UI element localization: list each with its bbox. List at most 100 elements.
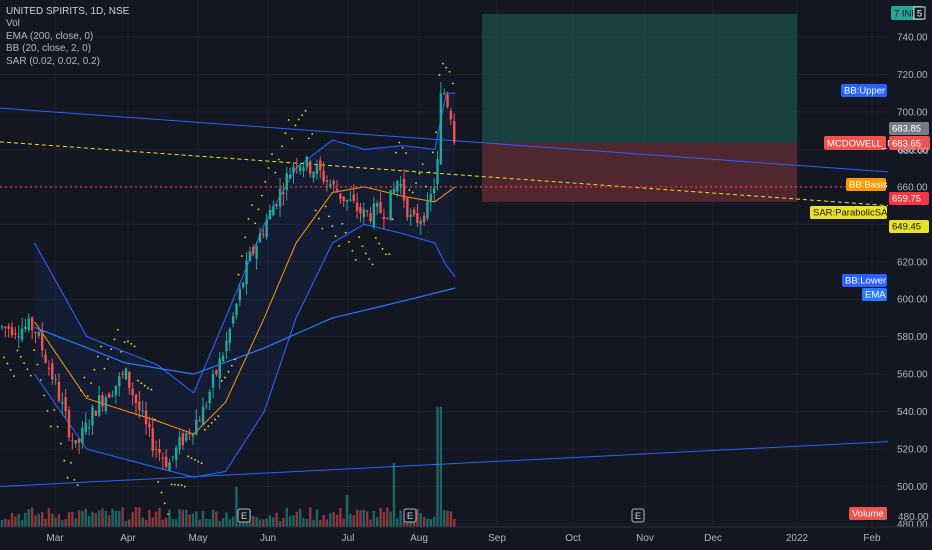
volume-bar — [231, 516, 235, 527]
legend-sar[interactable]: SAR (0.02, 0.02, 0.2) — [6, 55, 100, 67]
x-tick-label: Aug — [410, 533, 428, 544]
sar-dot — [274, 171, 277, 174]
candle — [436, 158, 439, 184]
sar-dot — [240, 255, 243, 257]
sar-dot — [76, 484, 79, 487]
volume-bar — [198, 519, 201, 527]
last-price-tag-box — [889, 122, 929, 135]
candle — [372, 203, 376, 227]
candle — [17, 335, 20, 338]
bb-upper-tag: BB:Upper — [844, 86, 885, 97]
volume-bar — [34, 515, 37, 527]
sar-dot — [425, 185, 427, 188]
sar-dot — [331, 225, 334, 228]
candle — [362, 208, 365, 218]
sar-dot — [83, 376, 86, 379]
earnings-marker — [631, 508, 645, 523]
volume-bar — [439, 407, 443, 527]
volume-bar — [168, 509, 171, 527]
sar-dot — [140, 382, 143, 385]
candle — [355, 202, 359, 212]
candle — [412, 209, 416, 216]
candle — [332, 181, 335, 185]
volume-bar — [178, 509, 181, 527]
candle — [54, 379, 57, 381]
volume-bar — [278, 520, 282, 527]
volume-bar — [339, 508, 342, 527]
sar-dot — [123, 341, 126, 344]
ema-line — [34, 287, 456, 375]
sar-dot — [421, 163, 424, 166]
legend-ema[interactable]: EMA (200, close, 0) — [6, 30, 94, 42]
volume-bar — [275, 512, 278, 527]
sar-dot — [405, 152, 407, 154]
volume-bar — [255, 516, 258, 527]
chart-legend: UNITED SPIRITS, 1D, NSE Vol EMA (200, cl… — [6, 6, 129, 68]
volume-bar — [319, 520, 322, 527]
sar-dot — [381, 248, 384, 250]
legend-vol[interactable]: Vol — [6, 18, 20, 30]
sar-dot — [368, 258, 371, 260]
sar-dot — [60, 442, 62, 445]
candle — [27, 318, 30, 331]
volume-bar — [37, 513, 41, 527]
volume-bar — [108, 515, 111, 527]
sar-dot — [244, 236, 247, 239]
candle — [205, 405, 208, 407]
volume-bar — [141, 517, 144, 527]
candle — [349, 199, 352, 201]
candle — [84, 422, 87, 433]
volume-bar — [402, 520, 406, 527]
basis-value-tag-box — [889, 192, 929, 205]
volume-bar — [104, 510, 108, 527]
volume-bar — [422, 516, 426, 527]
volume-bar — [10, 512, 14, 527]
legend-bb[interactable]: BB (20, close, 2, 0) — [6, 43, 92, 55]
candle — [128, 371, 131, 388]
volume-bar — [208, 519, 211, 527]
volume-bar — [111, 508, 114, 527]
sar-dot — [214, 418, 216, 421]
sar-dot — [438, 74, 441, 76]
volume-bar — [262, 519, 265, 527]
candle — [185, 433, 188, 441]
candle — [453, 121, 456, 143]
volume-bar — [272, 517, 275, 527]
bb-upper-line — [34, 92, 456, 394]
volume-bar — [81, 511, 84, 527]
sar-dot — [133, 345, 136, 348]
trendline — [0, 441, 889, 488]
candle — [376, 203, 379, 207]
sar-dot — [388, 253, 391, 256]
sar-dot — [210, 422, 213, 424]
candle — [359, 207, 362, 214]
candle — [298, 165, 302, 172]
candle — [422, 215, 426, 223]
earnings-label: E — [635, 511, 641, 522]
bb-upper-tag-box — [841, 84, 887, 97]
candle — [158, 449, 161, 453]
trendline — [0, 141, 889, 207]
candle — [10, 327, 14, 336]
sar-dot — [160, 491, 163, 494]
bb-lower-tag: BB:Lower — [845, 276, 886, 287]
volume-bar — [372, 510, 376, 527]
volume-tag: Volume — [852, 509, 884, 520]
sar-dot — [86, 395, 89, 398]
volume-bar — [235, 487, 238, 527]
sar-dot — [264, 180, 267, 183]
sar-dot — [304, 109, 307, 112]
sar-dot — [9, 368, 12, 371]
volume-bar — [185, 509, 188, 527]
volume-bar — [345, 495, 349, 527]
x-tick-label: Apr — [120, 533, 136, 544]
volume-bar — [51, 513, 54, 527]
y-tick-label: 620.00 — [897, 257, 928, 268]
sar-dot — [448, 70, 451, 73]
sar-dot — [53, 409, 56, 411]
x-tick-label: Oct — [565, 533, 581, 544]
candle — [335, 188, 339, 193]
bb-basis-tag: BB:Basis — [849, 180, 888, 191]
